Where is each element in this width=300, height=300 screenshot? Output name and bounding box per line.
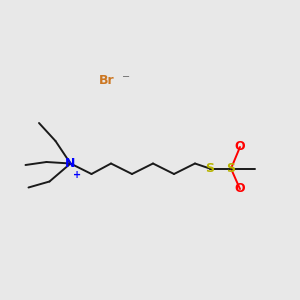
Text: −: − <box>122 72 130 82</box>
Text: S: S <box>226 162 236 175</box>
Text: +: + <box>73 170 81 181</box>
Text: O: O <box>235 140 245 154</box>
Text: O: O <box>235 182 245 196</box>
Text: N: N <box>65 157 76 170</box>
Text: Br: Br <box>98 74 114 88</box>
Text: S: S <box>206 162 214 175</box>
